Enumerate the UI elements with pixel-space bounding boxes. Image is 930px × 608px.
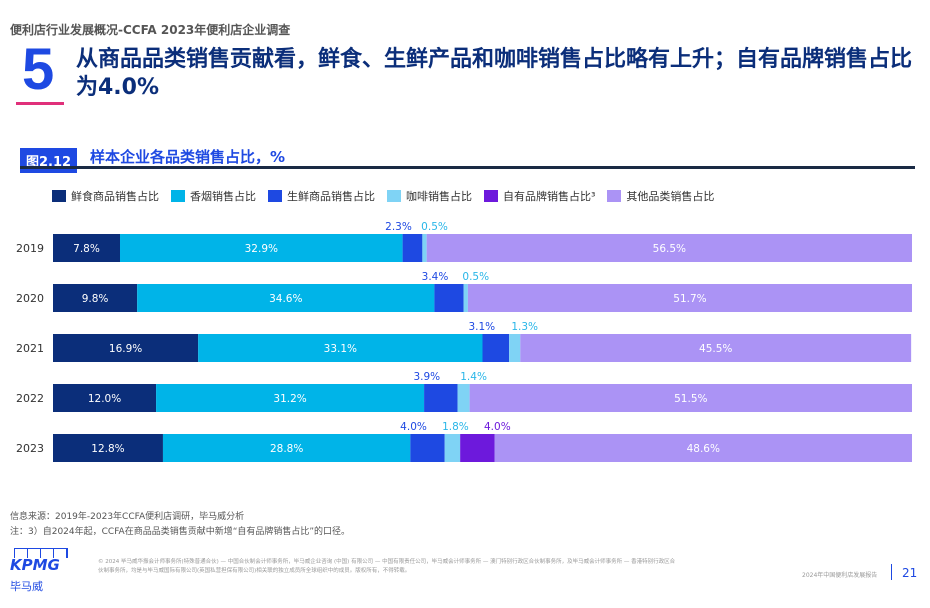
legend-swatch [171,190,185,202]
data-label: 2.3% [385,221,412,233]
category-label: 2020 [16,292,44,305]
bar-segment [424,384,458,412]
data-label: 3.1% [468,321,495,333]
data-label: 16.9% [109,343,142,355]
data-label: 7.8% [73,243,100,255]
bar-segment [422,234,427,262]
legend-label: 鲜食商品销售占比 [71,190,159,203]
category-label: 2022 [16,392,44,405]
bar-segment [460,434,495,462]
kpmg-logo-boxes [14,548,68,558]
legend-label: 生鲜商品销售占比 [287,190,375,203]
bar-segment [469,384,912,412]
breadcrumb: 便利店行业发展概况-CCFA 2023年便利店企业调查 [10,23,291,37]
page-separator [891,564,892,580]
bar-segment [53,434,163,462]
data-label: 0.5% [421,221,448,233]
bar-segment [444,434,461,462]
bar-segment [520,334,912,362]
data-label: 4.0% [484,421,511,433]
legend-item: 香烟销售占比 [171,188,256,204]
stacked-bar-chart: 2019 7.8% 32.9% 2.3% 0.5% 56.5% 2020 9.8% 34.6% 3… [16,221,912,462]
bar-segment [120,234,403,262]
legal-text: © 2024 毕马威华振会计师事务所(特殊普通合伙) — 中国合伙制会计师事务所… [98,559,676,574]
category-label: 2023 [16,442,44,455]
data-label: 31.2% [273,393,306,405]
report-name: 2024年中国便利店发展报告 [802,572,878,579]
data-label: 1.3% [511,321,538,333]
bar-segment [53,284,138,312]
bar-segment [53,334,199,362]
legend-swatch [52,190,66,202]
legend-label: 香烟销售占比 [190,190,256,203]
data-label: 34.6% [269,293,302,305]
bar-segment [53,384,157,412]
data-label: 56.5% [653,243,686,255]
bar-segment [156,384,425,412]
data-label: 3.4% [422,271,449,283]
bar-segment [457,384,470,412]
category-label: 2019 [16,242,44,255]
bar-segment [509,334,521,362]
kpmg-logo-cn: 毕马威 [10,580,43,593]
bar-segment [426,234,912,262]
data-label: 45.5% [699,343,732,355]
bar-segment [137,284,435,312]
data-label: 12.8% [91,443,124,455]
data-label: 1.4% [460,371,487,383]
page-title: 从商品品类销售贡献看，鲜食、生鲜产品和咖啡销售占比略有上升；自有品牌销售占比为4… [76,47,913,100]
legend-item: 自有品牌销售占比³ [484,188,595,204]
legend-swatch [607,190,622,202]
legend-label: 咖啡销售占比 [406,190,472,203]
data-label: 28.8% [270,443,303,455]
footnote: 注：3）自2024年起，CCFA在商品品类销售贡献中新增“自有品牌销售占比”的口… [10,527,351,537]
data-label: 32.9% [245,243,278,255]
figure-divider [20,166,915,169]
bar-segment [162,434,411,462]
page-number: 21 [902,566,918,580]
bar-segment [410,434,445,462]
category-label: 2021 [16,342,44,355]
chart-legend: 鲜食商品销售占比 香烟销售占比 生鲜商品销售占比 咖啡销售占比 自有品牌销售占比³ 其他品… [52,188,714,204]
bar-segment [434,284,464,312]
data-label: 51.5% [674,393,707,405]
data-label: 51.7% [673,293,706,305]
data-label: 3.9% [413,371,440,383]
data-label: 0.5% [462,271,489,283]
legend-item: 其他品类销售占比 [607,188,714,204]
bar-segment [198,334,483,362]
legend-swatch [268,190,282,202]
data-label: 9.8% [82,293,109,305]
bar-segment [467,284,912,312]
data-label: 48.6% [687,443,720,455]
data-label: 4.0% [400,421,427,433]
legend-swatch [387,190,401,202]
data-label: 12.0% [88,393,121,405]
legend-label: 自有品牌销售占比³ [503,190,596,203]
legend-item: 咖啡销售占比 [387,188,472,204]
source-note: 信息来源：2019年-2023年CCFA便利店调研，毕马威分析 [10,512,245,522]
section-number: 5 [22,37,55,102]
bar-segment [53,234,121,262]
legend-item: 生鲜商品销售占比 [268,188,375,204]
footnotes: 信息来源：2019年-2023年CCFA便利店调研，毕马威分析 注：3）自202… [10,510,350,540]
data-label: 33.1% [324,343,357,355]
legend-item: 鲜食商品销售占比 [52,188,159,204]
legend-label: 其他品类销售占比 [626,190,715,203]
section-underline [16,102,64,105]
bar-segment [482,334,510,362]
legend-swatch [484,190,498,202]
kpmg-logo: KPMG [10,556,60,574]
data-label: 1.8% [442,421,469,433]
bar-segment [463,284,468,312]
bar-segment [494,434,912,462]
bar-segment [402,234,423,262]
figure-title: 样本企业各品类销售占比，% [90,148,286,166]
